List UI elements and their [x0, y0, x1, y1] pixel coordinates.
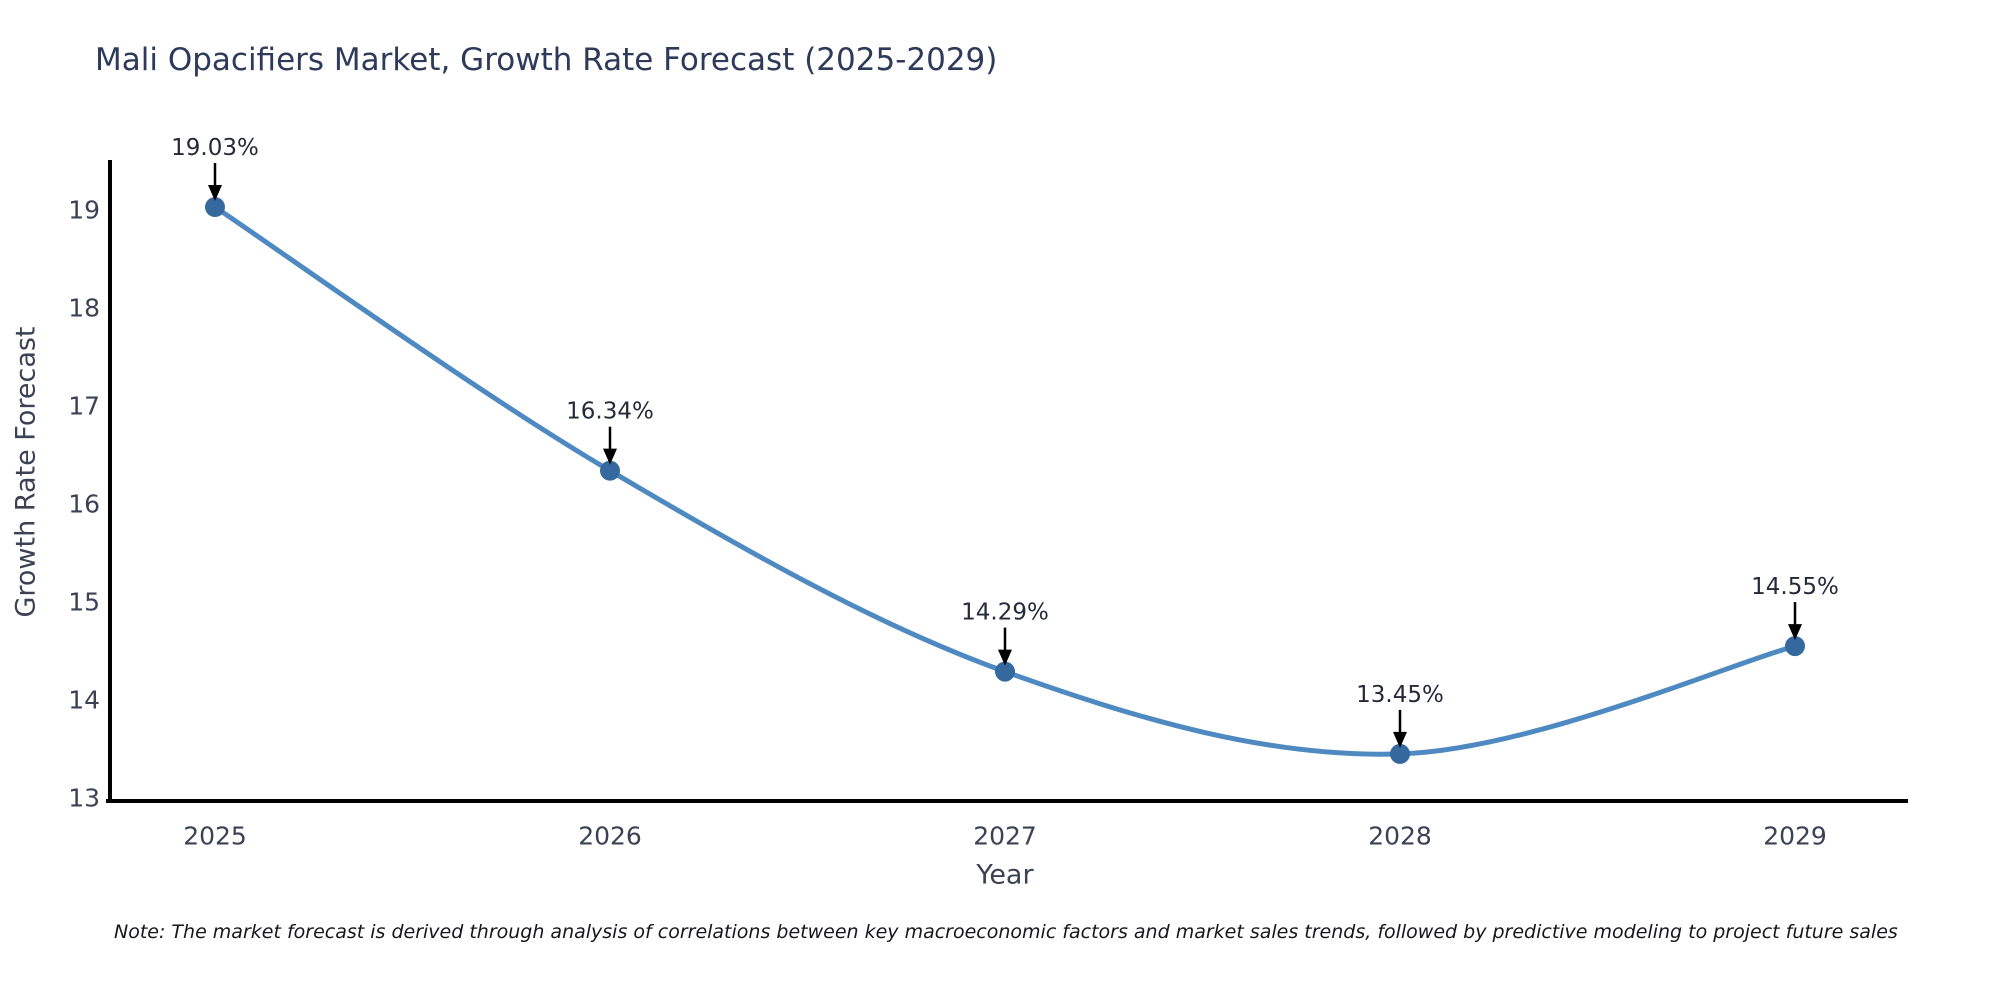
x-tick-label: 2027 [973, 821, 1037, 850]
point-value-label: 13.45% [1356, 682, 1444, 708]
annotation-arrowhead [1788, 624, 1802, 641]
axes-layer [106, 160, 1908, 803]
point-value-label: 14.29% [961, 600, 1049, 626]
annotation-arrowhead [1393, 731, 1407, 748]
y-tick-label: 19 [68, 196, 100, 225]
y-tick-label: 14 [68, 686, 100, 715]
annotation-arrowhead [998, 649, 1012, 666]
y-tick-label: 15 [68, 588, 100, 617]
y-tick-label: 18 [68, 294, 100, 323]
x-tick-label: 2028 [1368, 821, 1432, 850]
x-tick-label: 2029 [1763, 821, 1827, 850]
point-value-label: 14.55% [1751, 574, 1839, 600]
data-point-marker [1390, 743, 1410, 764]
data-point-marker [600, 460, 620, 481]
data-point-marker [995, 661, 1015, 682]
annotation-arrowhead [603, 448, 617, 465]
x-tick-label: 2025 [183, 821, 247, 850]
y-tick-label: 16 [68, 490, 100, 519]
ticks-layer: 13 14 15 16 17 18 19 2025 2026 2027 2028 2029 [68, 196, 1827, 851]
data-point-marker [1785, 636, 1805, 657]
x-axis-title: Year [976, 859, 1034, 891]
annotation-arrowhead [208, 185, 222, 202]
chart-title: Mali Opacifiers Market, Growth Rate Fore… [95, 42, 998, 78]
y-tick-label: 17 [68, 392, 100, 421]
point-value-label: 19.03% [171, 135, 259, 161]
footnote: Note: The market forecast is derived thr… [114, 921, 1898, 943]
data-point-marker [205, 197, 225, 218]
x-tick-label: 2026 [578, 821, 642, 850]
y-tick-label: 13 [68, 784, 100, 813]
annotations-layer: 19.03% 16.34% 14.29% 13.45% 14.55% [171, 135, 1839, 748]
series-layer [205, 197, 1805, 764]
point-value-label: 16.34% [566, 399, 654, 425]
